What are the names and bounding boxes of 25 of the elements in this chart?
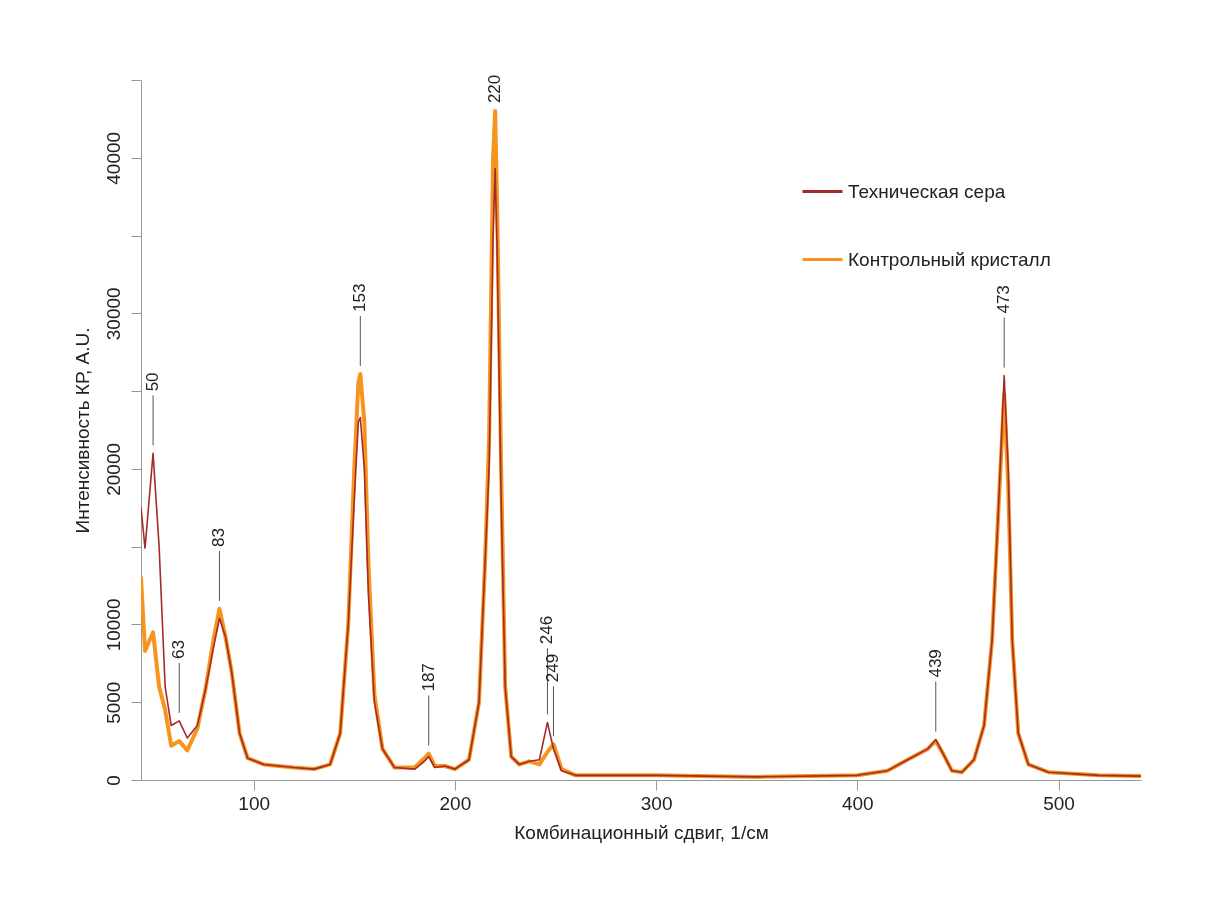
y-tick-label: 0 — [102, 775, 124, 786]
annotation: 187 — [418, 663, 438, 692]
annotation: 220 — [485, 74, 505, 104]
x-axis-title: Комбинационный сдвиг, 1/см — [514, 821, 769, 843]
annotation: 246 — [537, 615, 557, 645]
legend-label: Контрольный кристалл — [848, 248, 1051, 270]
annotation: 439 — [925, 649, 945, 678]
y-tick-label: 20000 — [102, 442, 124, 496]
y-tick-label: 40000 — [102, 131, 124, 185]
y-tick-label: 10000 — [102, 598, 124, 652]
x-tick-label: 200 — [439, 792, 472, 814]
annotation: 50 — [143, 372, 163, 392]
annotation: 249 — [543, 653, 563, 683]
annotation: 473 — [994, 285, 1014, 314]
y-tick-label: 30000 — [102, 287, 124, 341]
y-axis-title: Интенсивность КР, A.U. — [71, 327, 93, 534]
y-tick-label: 5000 — [102, 681, 124, 724]
annotation: 83 — [209, 527, 229, 547]
x-tick-label: 500 — [1043, 792, 1075, 814]
annotation: 153 — [350, 283, 370, 312]
legend-label: Техническая сера — [848, 180, 1006, 202]
x-tick-label: 400 — [841, 792, 874, 814]
x-tick-label: 300 — [640, 792, 673, 814]
annotation: 63 — [169, 639, 189, 659]
x-tick-label: 100 — [238, 792, 271, 814]
